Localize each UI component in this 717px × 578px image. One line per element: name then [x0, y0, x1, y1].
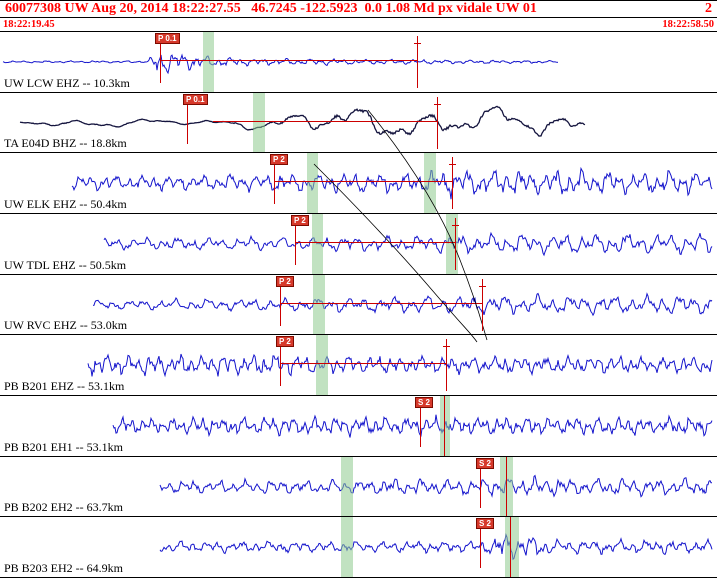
event-summary: 60077308 UW Aug 20, 2014 18:22:27.55 46.… — [5, 1, 537, 16]
pick-window-band — [424, 153, 436, 213]
coda-marker-line[interactable] — [446, 339, 447, 392]
phase-pick-line[interactable] — [280, 344, 281, 387]
pick-window-band — [316, 335, 328, 395]
pick-flag[interactable]: P 0.1 — [155, 33, 180, 44]
pick-window-band — [341, 456, 353, 517]
pick-window-band — [446, 213, 458, 274]
trace-row-9[interactable]: S 2 PB B203 EH2 -- 64.9km — [0, 517, 717, 578]
pick-window-band — [307, 153, 318, 213]
trace-row-3[interactable]: P 2 UW ELK EHZ -- 50.4km — [0, 153, 717, 214]
waveform — [112, 414, 713, 438]
pick-window-band — [440, 395, 450, 456]
pick-window-band — [341, 517, 353, 577]
cross-marker — [443, 346, 450, 348]
phase-pick-line[interactable] — [280, 283, 281, 326]
pick-window-band — [253, 92, 265, 153]
pick-duration-line — [213, 120, 437, 122]
trace-label: TA E04D BHZ -- 18.8km — [4, 136, 127, 151]
phase-pick-line[interactable] — [420, 404, 421, 447]
pick-flag[interactable]: P 2 — [291, 214, 309, 226]
coda-marker-line[interactable] — [506, 456, 507, 517]
trace-label: PB B201 EH1 -- 53.1km — [4, 439, 124, 454]
trace-label: UW LCW EHZ -- 10.3km — [4, 75, 130, 90]
window-end-time: 18:22:58.50 — [662, 19, 714, 30]
pick-window-band — [313, 274, 325, 335]
trace-label: UW RVC EHZ -- 53.0km — [4, 318, 128, 333]
trace-label: UW TDL EHZ -- 50.5km — [4, 257, 127, 272]
pick-duration-line — [274, 181, 452, 183]
pick-flag[interactable]: P 2 — [276, 336, 294, 348]
phase-pick-line[interactable] — [160, 41, 161, 83]
cross-marker — [414, 43, 421, 44]
pick-window-band — [505, 517, 519, 577]
trace-row-8[interactable]: S 2 PB B202 EH2 -- 63.7km — [0, 456, 717, 518]
cross-marker — [434, 103, 441, 105]
window-start-time: 18:22:19.45 — [3, 19, 55, 30]
waveform — [19, 105, 586, 137]
pick-flag[interactable]: P 2 — [276, 275, 294, 287]
waveform — [159, 474, 712, 498]
pick-window-band — [203, 32, 214, 92]
coda-marker-line[interactable] — [510, 517, 511, 577]
waveform — [159, 533, 713, 561]
phase-pick-line[interactable] — [274, 162, 275, 205]
pick-flag[interactable]: S 2 — [415, 396, 434, 408]
cross-marker — [452, 224, 459, 226]
coda-marker-line[interactable] — [444, 395, 445, 456]
trace-row-1[interactable]: P 0.1 UW LCW EHZ -- 10.3km — [0, 32, 717, 93]
trace-list: P 0.1 UW LCW EHZ -- 10.3km P 0.1 TA E04D BH… — [0, 32, 717, 578]
pick-flag[interactable]: P 0.1 — [183, 93, 208, 105]
pick-duration-line — [160, 60, 417, 61]
pick-flag[interactable]: P 2 — [270, 154, 288, 166]
coda-marker-line[interactable] — [417, 36, 418, 88]
waveform — [87, 353, 713, 378]
pick-flag[interactable]: S 2 — [476, 457, 495, 469]
pick-duration-line — [295, 241, 455, 243]
trace-row-2[interactable]: P 0.1 TA E04D BHZ -- 18.8km — [0, 92, 717, 154]
trace-row-5[interactable]: P 2 UW RVC EHZ -- 53.0km — [0, 274, 717, 336]
trace-label: PB B203 EH2 -- 64.9km — [4, 560, 124, 575]
event-header: 60077308 UW Aug 20, 2014 18:22:27.55 46.… — [0, 1, 717, 18]
trace-row-7[interactable]: S 2 PB B201 EH1 -- 53.1km — [0, 395, 717, 457]
trace-row-4[interactable]: P 2 UW TDL EHZ -- 50.5km — [0, 213, 717, 275]
cross-marker — [479, 285, 486, 287]
phase-pick-line[interactable] — [480, 526, 481, 569]
phase-pick-line[interactable] — [187, 101, 188, 144]
phase-pick-line[interactable] — [480, 465, 481, 508]
trace-row-6[interactable]: P 2 PB B201 EHZ -- 53.1km — [0, 335, 717, 396]
event-header-right: 2 — [705, 1, 712, 16]
trace-label: UW ELK EHZ -- 50.4km — [4, 196, 127, 211]
pick-duration-line — [280, 302, 482, 304]
pick-window-band — [312, 213, 323, 274]
phase-pick-line[interactable] — [295, 222, 296, 265]
waveform — [2, 53, 559, 75]
pick-flag[interactable]: S 2 — [476, 518, 495, 530]
pick-duration-line — [280, 363, 446, 365]
trace-label: PB B201 EHZ -- 53.1km — [4, 378, 125, 393]
time-range-bar: 18:22:19.45 18:22:58.50 — [0, 18, 717, 32]
cross-marker — [449, 164, 456, 166]
trace-label: PB B202 EH2 -- 63.7km — [4, 500, 124, 515]
